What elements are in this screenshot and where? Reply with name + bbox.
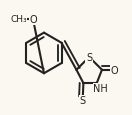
Text: O: O xyxy=(29,15,37,25)
Text: S: S xyxy=(86,53,92,63)
Text: S: S xyxy=(79,96,86,106)
Text: O: O xyxy=(111,65,119,75)
Text: NH: NH xyxy=(93,84,108,93)
Text: CH₃: CH₃ xyxy=(10,15,27,24)
